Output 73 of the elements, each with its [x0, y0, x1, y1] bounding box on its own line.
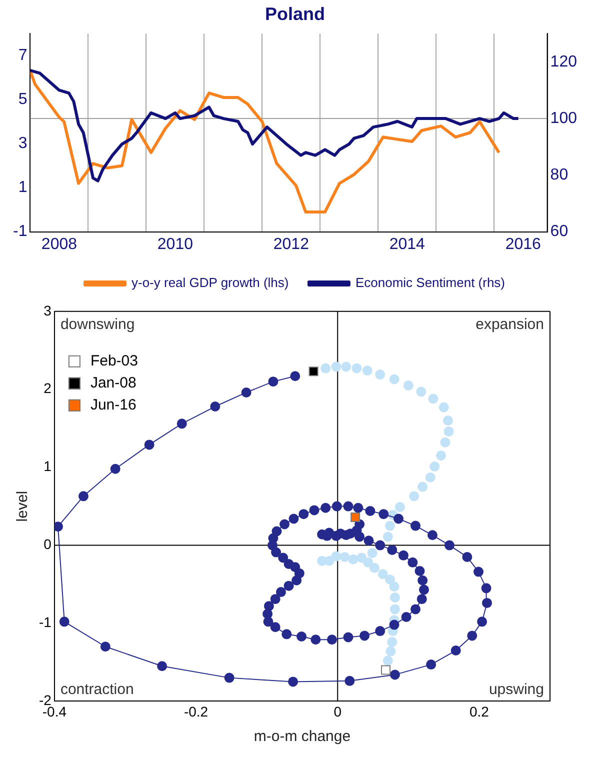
point — [375, 370, 386, 380]
annotation: expansion — [476, 316, 544, 334]
y-tick-label: 0 — [44, 536, 52, 552]
point — [436, 450, 446, 461]
point — [394, 502, 405, 512]
point — [320, 363, 331, 374]
point — [418, 482, 428, 492]
x-tick-label: -0.2 — [184, 703, 208, 720]
legend-label: Jun-16 — [90, 396, 136, 414]
point — [389, 582, 400, 592]
point — [438, 402, 449, 412]
legend-label: Economic Sentiment (rhs) — [355, 275, 506, 290]
y2-tick-label: 60 — [550, 223, 568, 240]
point — [428, 394, 438, 404]
y-tick-label: -1 — [12, 223, 28, 240]
point — [308, 366, 318, 376]
point — [350, 512, 360, 522]
point — [340, 552, 350, 562]
x-tick-label: 2014 — [389, 236, 426, 253]
point — [440, 437, 450, 448]
point — [390, 592, 400, 603]
point — [416, 386, 426, 397]
y2-tick-label: 80 — [550, 166, 568, 184]
point — [362, 366, 372, 376]
point — [409, 491, 420, 502]
point — [378, 569, 388, 580]
point — [444, 426, 454, 436]
point — [352, 363, 362, 374]
x-tick-label: 0 — [334, 703, 342, 720]
point — [386, 646, 396, 656]
y-tick-label: 2 — [44, 380, 52, 396]
point — [382, 656, 393, 666]
x-axis-title: m-o-m change — [254, 728, 351, 746]
y-tick-label: 3 — [44, 302, 52, 318]
annotation: upswing — [488, 680, 544, 698]
y-tick-label: 5 — [18, 91, 28, 108]
y-tick-label: 1 — [18, 179, 28, 196]
point — [331, 551, 342, 562]
point — [387, 636, 398, 647]
point — [331, 362, 342, 372]
annotation: contraction — [60, 680, 134, 698]
point — [430, 462, 440, 472]
point — [425, 472, 436, 482]
point — [403, 380, 414, 390]
point — [389, 374, 400, 384]
annotation: downswing — [60, 316, 135, 334]
x-tick-label: 2010 — [157, 236, 194, 253]
legend-label: Jan-08 — [90, 374, 136, 392]
x-tick-label: 2016 — [505, 236, 542, 253]
point — [369, 562, 380, 573]
y2-tick-label: 120 — [550, 53, 578, 70]
point — [348, 554, 358, 564]
point — [356, 552, 367, 563]
chart-title: Poland — [264, 4, 326, 24]
y-tick-label: 1 — [44, 458, 52, 474]
point — [382, 532, 393, 542]
x-tick-label: 0.2 — [469, 703, 490, 720]
y-tick-label: 7 — [18, 47, 28, 64]
point — [443, 416, 454, 426]
point — [341, 362, 352, 372]
point — [367, 548, 378, 558]
y-axis-title: level — [14, 490, 32, 522]
point — [385, 574, 396, 585]
y-tick-label: 3 — [18, 135, 28, 152]
x-tick-label: 2008 — [41, 236, 78, 253]
point — [390, 604, 400, 614]
point — [385, 520, 396, 531]
y-tick-label: -1 — [38, 614, 52, 630]
point — [381, 665, 391, 675]
legend-label: Feb-03 — [90, 352, 138, 370]
legend-label: y-o-y real GDP growth (lhs) — [131, 275, 289, 290]
y2-tick-label: 100 — [550, 110, 578, 127]
x-tick-label: 2012 — [273, 236, 310, 253]
